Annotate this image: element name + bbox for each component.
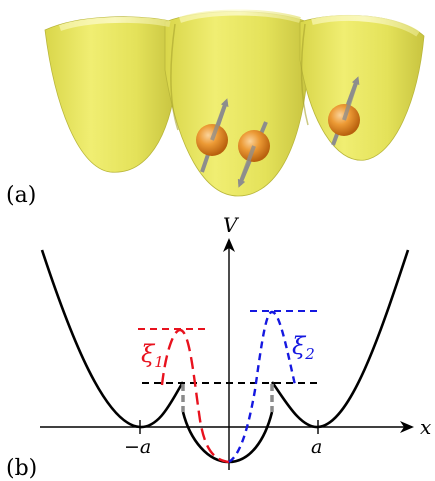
tick-label-a: a [311, 436, 322, 458]
xi1-wavefunction [160, 328, 230, 464]
panel-a-label: (a) [6, 183, 36, 208]
potential-curve [40, 249, 410, 464]
y-axis-label: V [223, 213, 240, 237]
triple-well-surface [44, 9, 425, 197]
xi2-wavefunction [228, 310, 297, 464]
tick-label-minus-a: −a [124, 436, 151, 458]
atom-1 [196, 98, 229, 173]
x-axis-label: x [420, 415, 431, 439]
xi2-label: ξ2 [292, 332, 315, 363]
atom-2 [237, 121, 270, 188]
panel-b-label: (b) [6, 456, 37, 481]
atom-3 [328, 76, 360, 146]
xi1-label: ξ1 [141, 340, 164, 371]
